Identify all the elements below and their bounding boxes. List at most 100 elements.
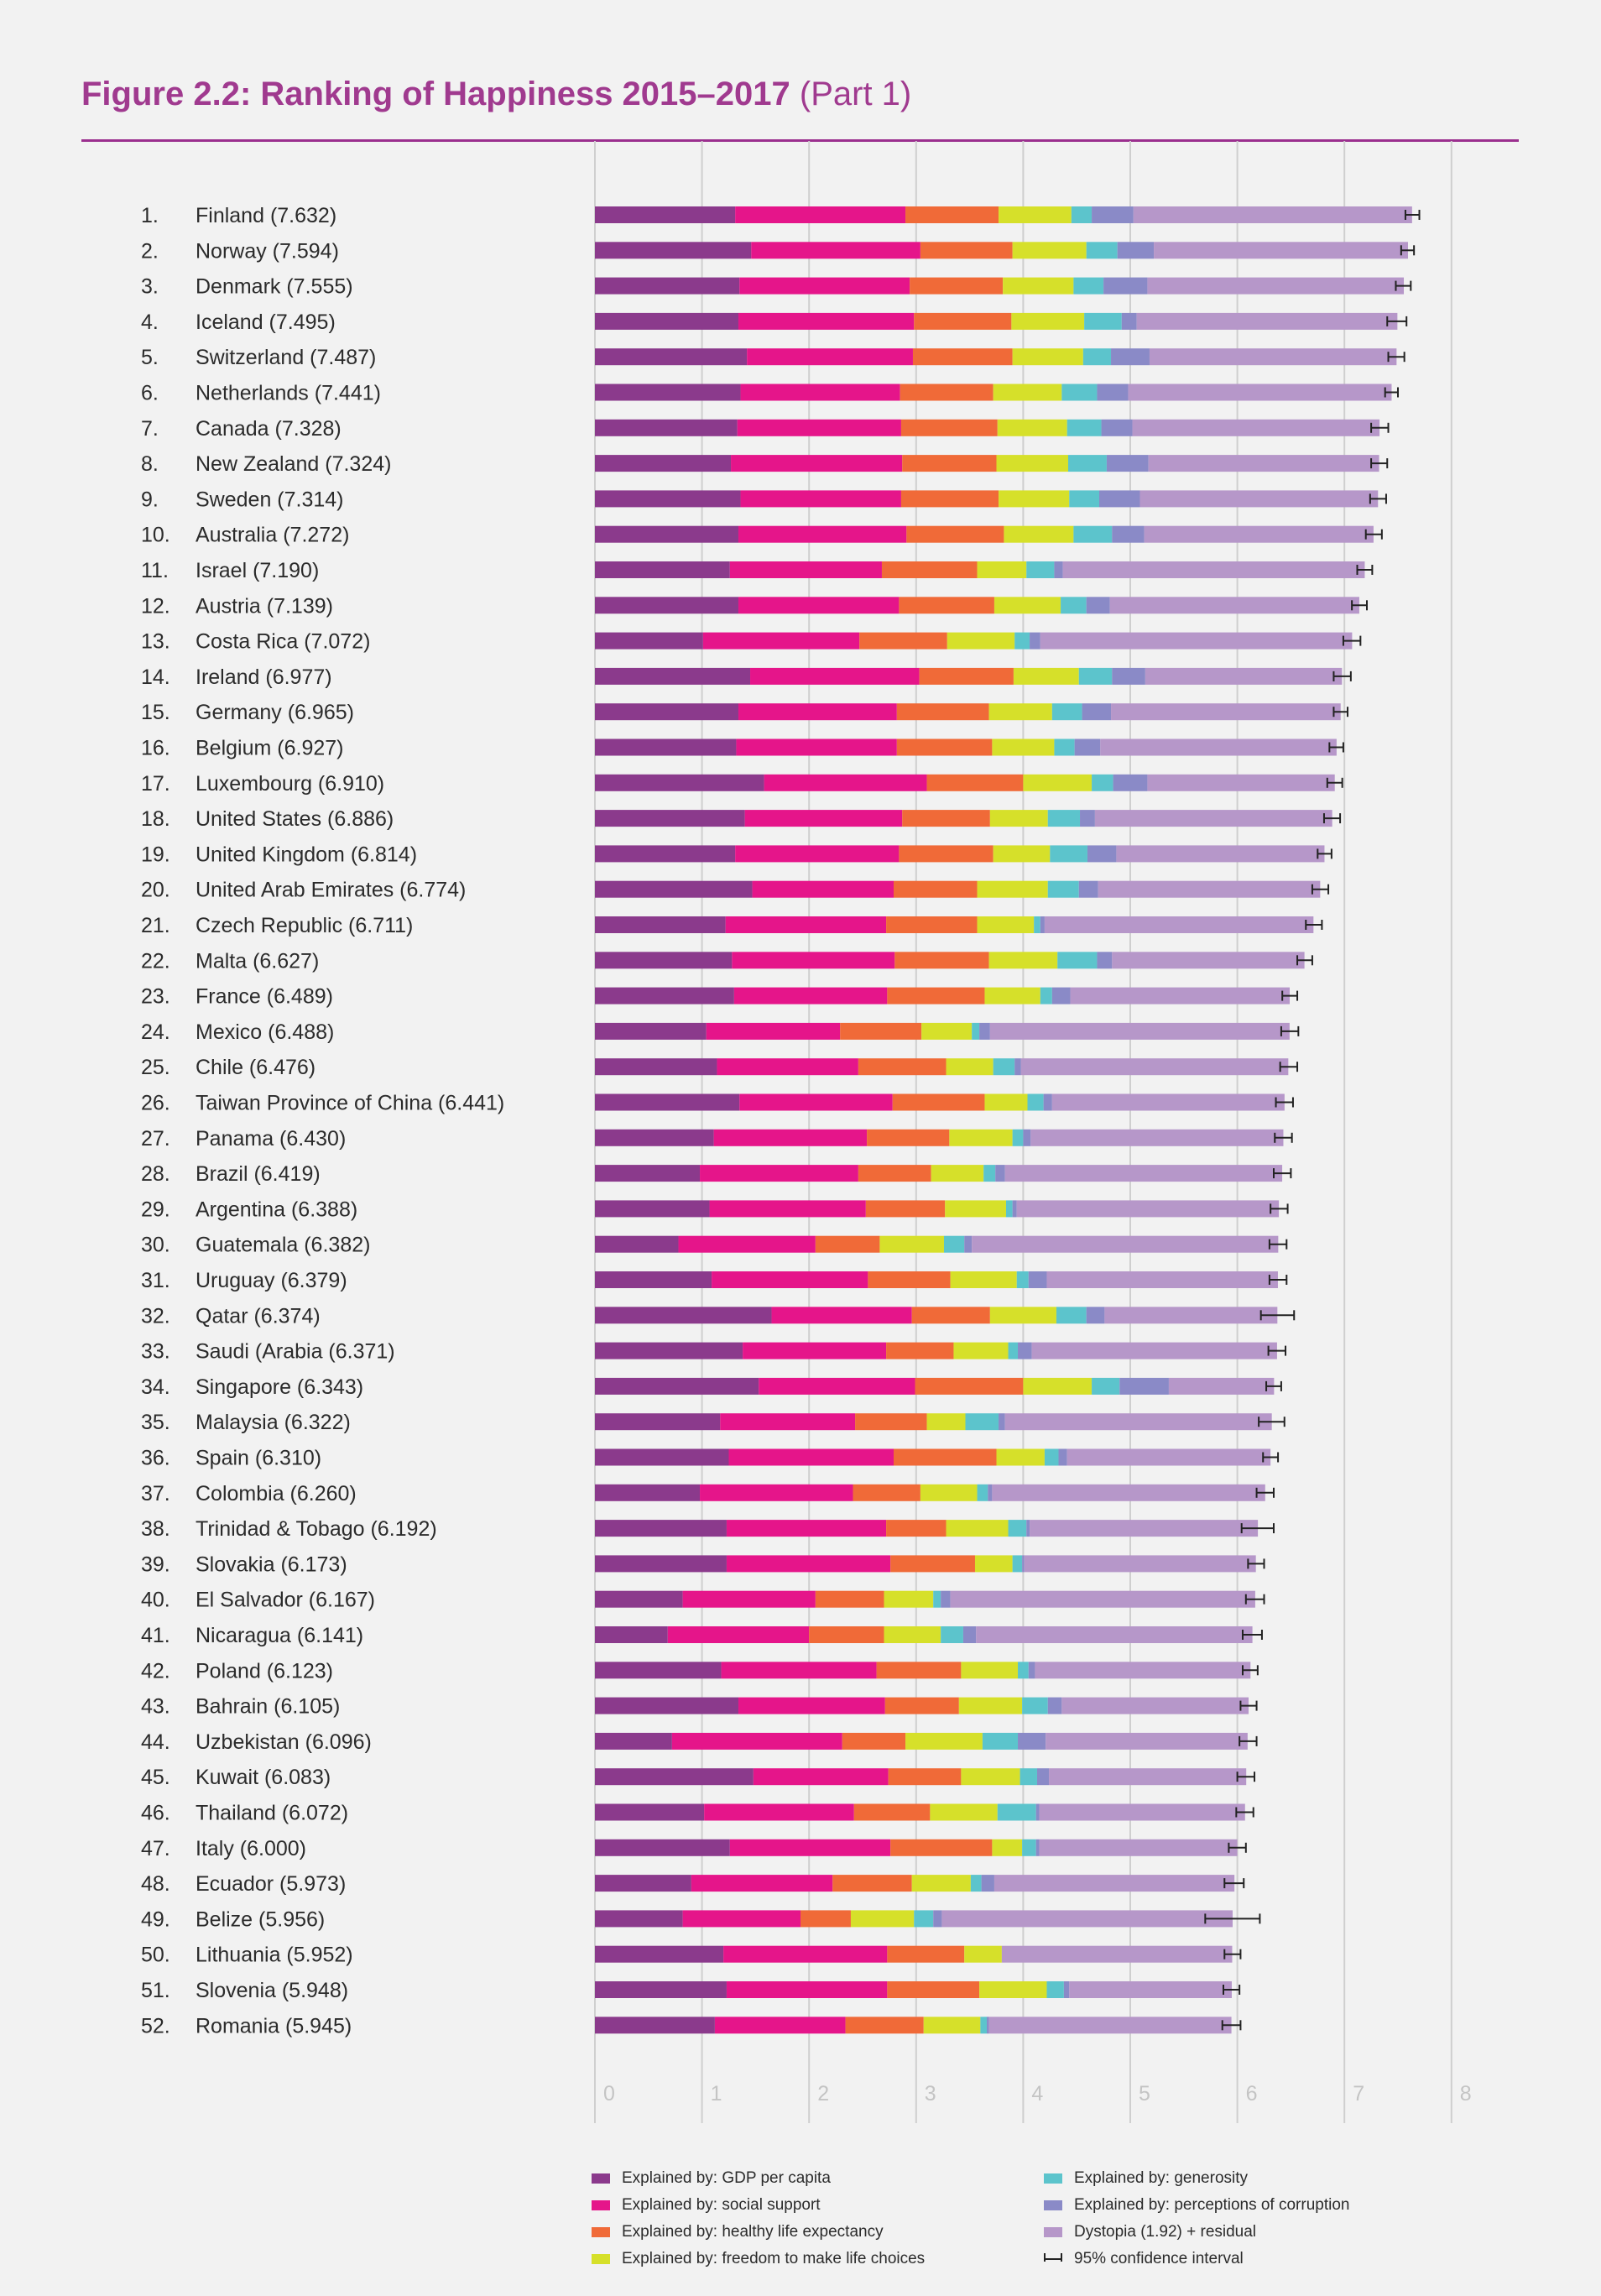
bar-segment-dystopia-residual	[1133, 206, 1412, 223]
bar-segment-1	[595, 738, 737, 756]
bar-segment-6	[1112, 525, 1145, 543]
row-rank: 5.	[141, 346, 159, 369]
bar-segment-1	[595, 1448, 729, 1466]
bar-segment-5	[1044, 1448, 1059, 1466]
bar-segment-dystopia-residual	[1046, 1271, 1278, 1288]
bar-segment-5	[941, 1626, 963, 1643]
bar-segment-4	[974, 1555, 1013, 1573]
row-rank: 11.	[141, 559, 169, 582]
bar-segment-dystopia-residual	[1035, 1662, 1251, 1679]
bar-segment-5	[1034, 916, 1040, 933]
bar-segment-5	[1092, 774, 1113, 791]
bar-segment-2	[667, 1626, 810, 1643]
bar-segment-dystopia-residual	[992, 1484, 1265, 1501]
bar-segment-1	[595, 277, 740, 295]
bar-segment-5	[1067, 455, 1107, 472]
row-rank: 17.	[141, 772, 170, 796]
bar-segment-4	[850, 1910, 915, 1928]
bar-segment-1	[595, 2017, 715, 2034]
bar-segment-5	[1061, 597, 1087, 614]
bar-segment-3	[899, 597, 994, 614]
bar-segment-6	[1074, 738, 1101, 756]
bar-segment-4	[884, 1590, 934, 1608]
bar-segment-dystopia-residual	[1030, 1129, 1284, 1146]
bar-segment-dystopia-residual	[1001, 1945, 1233, 1963]
row-label: Mexico (6.488)	[196, 1020, 334, 1044]
bar-segment-2	[671, 1732, 842, 1750]
bar-segment-6	[1035, 1803, 1040, 1821]
bar-segment-6	[979, 1022, 990, 1040]
bar-segment-dystopia-residual	[1109, 597, 1359, 614]
bar-segment-3	[853, 1484, 920, 1501]
bar-segment-2	[747, 348, 913, 366]
bar-segment-2	[751, 242, 920, 259]
row-label: Uruguay (6.379)	[196, 1269, 347, 1292]
row-rank: 27.	[141, 1127, 170, 1151]
row-label: Trinidad & Tobago (6.192)	[196, 1517, 437, 1541]
bar-segment-2	[682, 1910, 800, 1928]
bar-segment-1	[595, 597, 738, 614]
bar-segment-3	[842, 1732, 906, 1750]
row-label: Thailand (6.072)	[196, 1802, 348, 1825]
row-rank: 34.	[141, 1375, 170, 1399]
bar-segment-4	[945, 1200, 1006, 1218]
bar-segment-6	[933, 1910, 942, 1928]
bar-segment-4	[1012, 348, 1083, 366]
row-label: Chile (6.476)	[196, 1056, 316, 1079]
bar-segment-6	[981, 1875, 994, 1892]
bar-segment-5	[1066, 419, 1102, 436]
bar-segment-1	[595, 1093, 740, 1111]
bar-segment-dystopia-residual	[1116, 845, 1325, 863]
row-label: Singapore (6.343)	[196, 1375, 363, 1399]
row-rank: 36.	[141, 1447, 170, 1470]
bar-segment-4	[996, 455, 1068, 472]
bar-segment-dystopia-residual	[1147, 774, 1335, 791]
bar-segment-1	[595, 1377, 759, 1395]
bar-segment-dystopia-residual	[1004, 1165, 1283, 1182]
chart-title-part: (Part 1)	[799, 76, 912, 112]
row-label: Belize (5.956)	[196, 1907, 325, 1931]
bar-segment-3	[815, 1235, 880, 1253]
bar-segment-dystopia-residual	[1148, 455, 1379, 472]
bar-segment-dystopia-residual	[976, 1626, 1253, 1643]
bar-segment-6	[1054, 561, 1063, 578]
bar-segment-dystopia-residual	[1104, 1307, 1278, 1324]
bar-segment-dystopia-residual	[993, 1875, 1235, 1892]
bar-segment-1	[595, 455, 732, 472]
row-rank: 24.	[141, 1020, 170, 1044]
bar-segment-1	[595, 1662, 722, 1679]
bar-segment-dystopia-residual	[1066, 1448, 1271, 1466]
bar-segment-2	[678, 1235, 816, 1253]
bar-segment-3	[886, 1520, 947, 1537]
bar-segment-3	[902, 455, 997, 472]
bar-segment-1	[595, 1768, 754, 1786]
bar-segment-2	[738, 312, 915, 330]
bar-segment-1	[595, 1271, 712, 1288]
bar-segment-1	[595, 1484, 701, 1501]
bar-segment-2	[714, 2017, 846, 2034]
row-label: Italy (6.000)	[196, 1837, 306, 1860]
bar-segment-4	[1023, 774, 1093, 791]
row-rank: 43.	[141, 1695, 170, 1719]
row-rank: 48.	[141, 1872, 170, 1896]
row-rank: 15.	[141, 701, 170, 724]
bar-segment-dystopia-residual	[1046, 1732, 1248, 1750]
bar-segment-4	[999, 490, 1070, 508]
bar-segment-2	[733, 987, 888, 1004]
bar-segment-6	[1028, 1662, 1035, 1679]
row-rank: 35.	[141, 1411, 170, 1434]
bar-segment-2	[726, 1555, 891, 1573]
bar-segment-2	[737, 419, 901, 436]
row-rank: 8.	[141, 452, 159, 476]
bar-segment-6	[1063, 1981, 1070, 1998]
bar-segment-6	[1092, 206, 1134, 223]
bar-segment-1	[595, 1520, 727, 1537]
row-rank: 44.	[141, 1730, 170, 1754]
row-rank: 46.	[141, 1802, 170, 1825]
bar-segment-1	[595, 1307, 772, 1324]
row-label: Taiwan Province of China (6.441)	[196, 1092, 504, 1115]
x-tick-label-3: 3	[925, 2082, 936, 2106]
bar-segment-3	[887, 987, 985, 1004]
bar-segment-6	[1097, 384, 1129, 401]
